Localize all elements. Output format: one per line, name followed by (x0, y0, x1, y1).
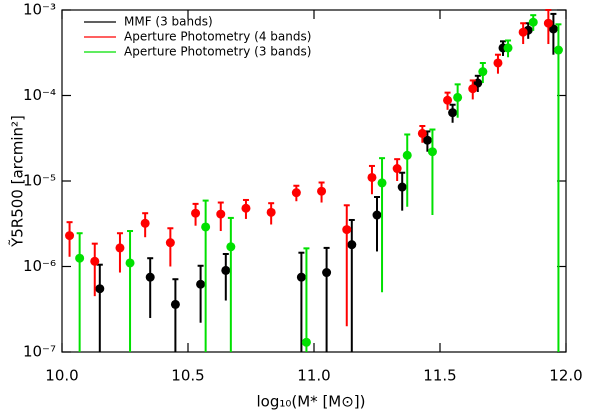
point (518, 27, 528, 37)
point (170, 299, 180, 309)
y-tick-label: 10⁻⁴ (23, 86, 56, 104)
point (191, 208, 201, 218)
point (377, 178, 387, 188)
point (503, 43, 513, 53)
point (372, 210, 382, 220)
legend-label: Aperture Photometry (3 bands) (124, 45, 311, 59)
point (342, 225, 352, 235)
point (95, 284, 105, 294)
y-tick-label: 10⁻⁷ (23, 343, 56, 361)
point (296, 272, 306, 282)
legend-label: Aperture Photometry (4 bands) (124, 30, 311, 44)
point (196, 279, 206, 289)
point (226, 242, 236, 252)
y-tick-label: 10⁻³ (23, 1, 56, 19)
point (427, 147, 437, 157)
point (301, 337, 311, 347)
x-axis-label: log₁₀(M* [M⊙]) (256, 393, 365, 411)
point (241, 203, 251, 213)
point (453, 92, 463, 102)
point (478, 67, 488, 77)
point (402, 150, 412, 160)
point (145, 272, 155, 282)
point (543, 18, 553, 28)
point (216, 209, 226, 219)
x-tick-label: 11.5 (423, 367, 456, 385)
point (553, 45, 563, 55)
point (367, 172, 377, 182)
legend-label: MMF (3 bands) (124, 15, 213, 29)
point (397, 182, 407, 192)
point (115, 243, 125, 253)
x-tick-label: 10.0 (45, 367, 78, 385)
point (201, 222, 211, 232)
point (417, 128, 427, 138)
point (140, 218, 150, 228)
point (291, 188, 301, 198)
y-tick-label: 10⁻⁵ (23, 172, 56, 190)
point (165, 238, 175, 248)
point (221, 265, 231, 275)
point (75, 253, 85, 263)
point (322, 268, 332, 278)
y-axis-label: Ỹ5R500 [arcmin²] (8, 115, 27, 248)
point (266, 207, 276, 217)
point (90, 256, 100, 266)
point (392, 164, 402, 174)
plot-frame (61, 9, 567, 353)
x-tick-label: 10.5 (171, 367, 204, 385)
point (65, 231, 75, 241)
x-tick-label: 11.0 (297, 367, 330, 385)
point (493, 58, 503, 68)
point (347, 240, 357, 250)
point (468, 84, 478, 94)
point (125, 258, 135, 268)
point (448, 108, 458, 118)
point (317, 186, 327, 196)
point (422, 135, 432, 145)
point (528, 17, 538, 27)
point (443, 95, 453, 105)
y-tick-label: 10⁻⁶ (23, 257, 56, 275)
x-tick-label: 12.0 (549, 367, 582, 385)
